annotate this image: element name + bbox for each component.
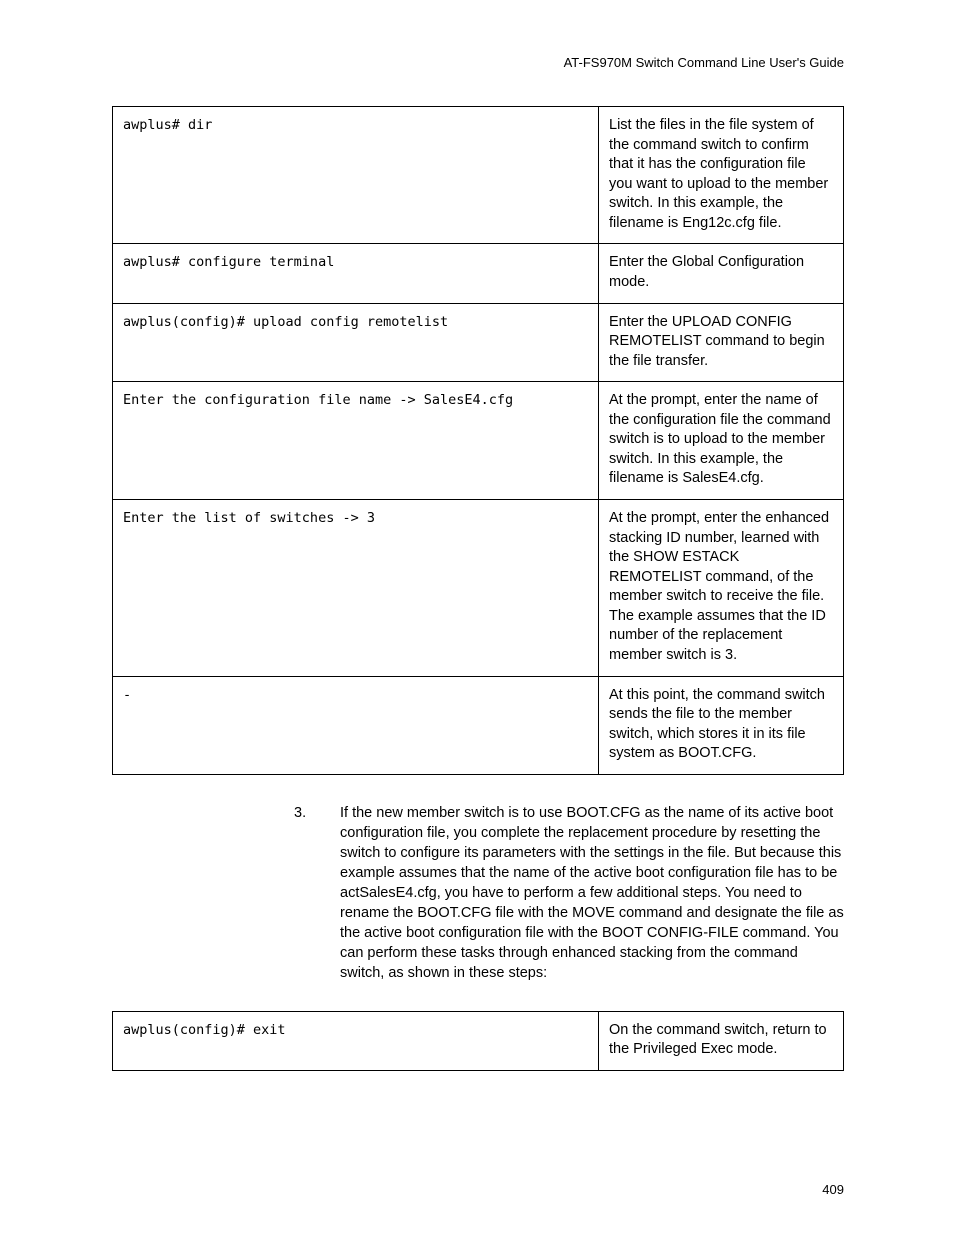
description-cell: At the prompt, enter the name of the con…: [599, 382, 844, 500]
command-table-1: awplus# dir List the files in the file s…: [112, 106, 844, 775]
command-cell: Enter the list of switches -> 3: [113, 500, 599, 677]
command-cell: awplus# configure terminal: [113, 244, 599, 303]
body-text-content: If the new member switch is to use BOOT.…: [340, 805, 844, 981]
table-row: awplus(config)# exit On the command swit…: [113, 1011, 844, 1070]
table-row: Enter the configuration file name -> Sal…: [113, 382, 844, 500]
description-cell: Enter the UPLOAD CONFIG REMOTELIST comma…: [599, 303, 844, 382]
description-cell: List the files in the file system of the…: [599, 107, 844, 244]
description-cell: At this point, the command switch sends …: [599, 676, 844, 774]
list-number: 3.: [317, 803, 340, 823]
table-row: awplus(config)# upload config remotelist…: [113, 303, 844, 382]
page-container: AT-FS970M Switch Command Line User's Gui…: [0, 0, 954, 1235]
command-cell: awplus(config)# upload config remotelist: [113, 303, 599, 382]
command-cell: awplus# dir: [113, 107, 599, 244]
table-row: - At this point, the command switch send…: [113, 676, 844, 774]
table-row: awplus# configure terminal Enter the Glo…: [113, 244, 844, 303]
command-table-2: awplus(config)# exit On the command swit…: [112, 1011, 844, 1071]
description-cell: At the prompt, enter the enhanced stacki…: [599, 500, 844, 677]
page-number: 409: [822, 1182, 844, 1197]
command-cell: Enter the configuration file name -> Sal…: [113, 382, 599, 500]
command-cell: -: [113, 676, 599, 774]
header-title: AT-FS970M Switch Command Line User's Gui…: [112, 55, 844, 70]
description-cell: Enter the Global Configuration mode.: [599, 244, 844, 303]
body-paragraph: 3.If the new member switch is to use BOO…: [317, 803, 844, 983]
command-cell: awplus(config)# exit: [113, 1011, 599, 1070]
table-row: awplus# dir List the files in the file s…: [113, 107, 844, 244]
description-cell: On the command switch, return to the Pri…: [599, 1011, 844, 1070]
table-row: Enter the list of switches -> 3 At the p…: [113, 500, 844, 677]
